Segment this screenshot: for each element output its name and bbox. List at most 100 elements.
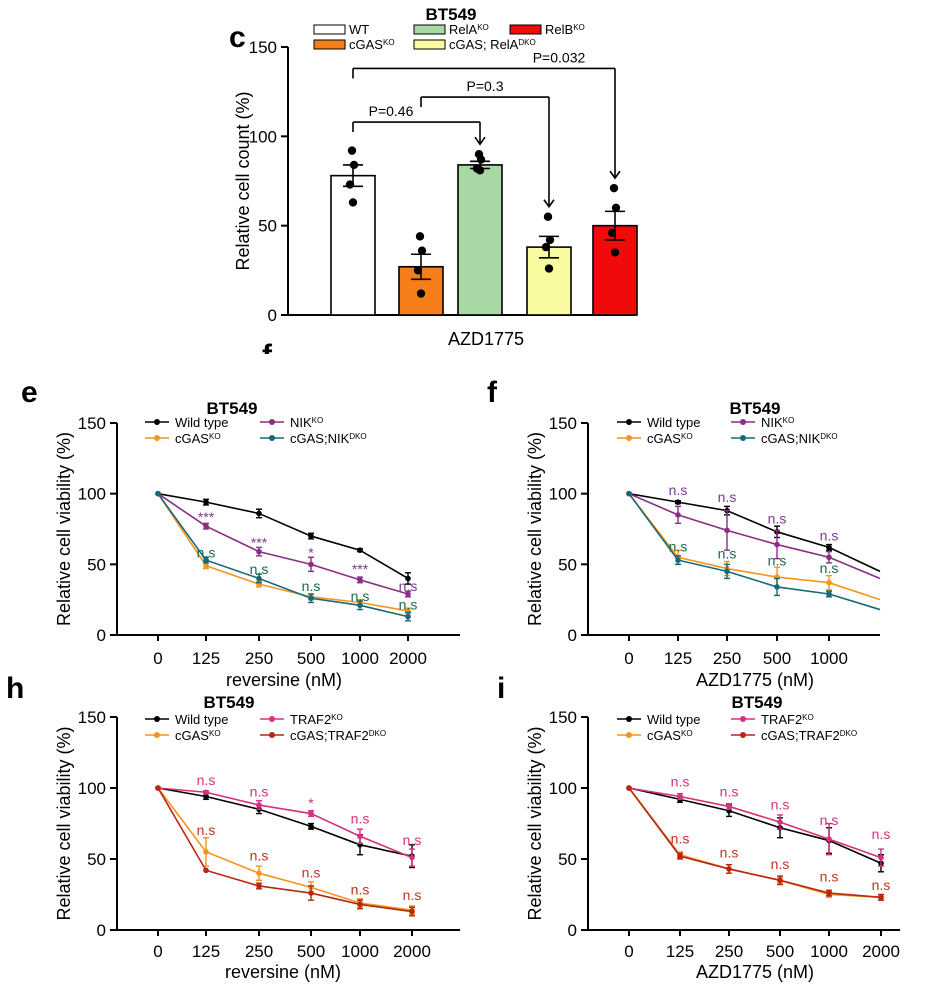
panel-i-legend-label: cGAS;TRAF2DKO: [761, 728, 857, 743]
panel-c-arrowhead: [609, 170, 621, 180]
panel-e-significance-label: *: [308, 544, 314, 560]
panel-i-data-point: [677, 853, 683, 859]
panel-e-title: BT549: [206, 399, 257, 418]
panel-i-xlabel: AZD1775 (nM): [696, 962, 814, 982]
panel-i-significance-label: n.s: [872, 877, 891, 893]
panel-h-series-line: [157, 787, 413, 913]
panel-h-significance-label: n.s: [403, 887, 422, 903]
panel-h-series-line: [157, 787, 413, 859]
panel-h-xtick-label: 0: [153, 942, 162, 961]
panel-i-legend-marker: [740, 716, 746, 722]
panel-i-data-point: [726, 803, 732, 810]
panel-i-data-point: [777, 819, 783, 825]
panel-f-data-point: [774, 541, 780, 548]
panel-c-p-value: P=0.3: [467, 78, 504, 94]
panel-f-data-point: [826, 554, 832, 561]
panel-h-significance-label: n.s: [351, 882, 370, 898]
panel-e-series-line: [157, 493, 409, 618]
panel-c-legend-swatch: [313, 39, 346, 50]
panel-h-legend-marker: [269, 732, 275, 738]
panel-i-data-point: [826, 890, 832, 896]
panel-e-legend-marker: [269, 419, 275, 425]
panel-h-xtick-label: 500: [297, 942, 325, 961]
panel-c-data-point: [541, 242, 551, 252]
panel-i-series-line: [628, 787, 882, 864]
panel-f-data-point: [826, 579, 832, 586]
panel-e-data-point: [405, 575, 411, 582]
panel-i-significance-label: n.s: [720, 845, 739, 861]
panel-h-xtick-label: 125: [192, 942, 220, 961]
panel-f-xtick-label: 125: [664, 649, 692, 668]
panel-i-significance-label: n.s: [820, 869, 839, 885]
panel-c-ytick-label: 0: [268, 306, 277, 325]
panel-c-ytick-label: 50: [258, 217, 277, 236]
panel-c-data-point: [544, 264, 554, 273]
panel-h-data-point: [308, 823, 314, 830]
panel-e-ytick-label: 0: [97, 626, 106, 645]
panel-c-cropped-letter: f: [262, 339, 273, 372]
panel-i-significance-label: n.s: [720, 784, 739, 800]
panel-f-series-line: [628, 492, 881, 580]
panel-c-data-point: [417, 246, 427, 255]
panel-c-data-point: [611, 203, 621, 212]
panel-e-legend-marker: [269, 435, 275, 441]
panel-e-data-point: [308, 561, 314, 568]
panel-e-data-point: [308, 595, 314, 602]
panel-e-xtick-label: 500: [297, 649, 325, 668]
panel-f-data-point: [826, 591, 832, 597]
panel-e-ytick-label: 150: [78, 414, 106, 433]
panel-i-legend-label: cGASKO: [647, 728, 693, 743]
panel-f-significance-label: n.s: [718, 489, 737, 505]
panel-h-legend-label: Wild type: [175, 712, 228, 727]
panel-e-significance-label: n.s: [250, 561, 269, 577]
panel-f-significance-label: n.s: [768, 510, 787, 526]
panel-i-xtick-label: 125: [666, 942, 694, 961]
panel-i-significance-label: n.s: [771, 796, 790, 812]
panel-e-data-point: [203, 523, 209, 529]
panel-e-ytick-label: 100: [78, 485, 106, 504]
panel-e-legend-label: NIKKO: [290, 415, 323, 430]
panel-h-legend-marker: [269, 716, 275, 722]
panel-f-ytick-label: 100: [549, 485, 577, 504]
panel-f-series-line: [628, 492, 881, 573]
panel-c-xlabel: AZD1775: [448, 329, 524, 349]
panel-e-xtick-label: 250: [245, 649, 273, 668]
panel-i-series-line: [628, 787, 882, 899]
panel-c-legend-swatch: [413, 39, 446, 50]
panel-h-ytick-label: 100: [78, 779, 106, 798]
panel-h-significance-label: *: [308, 795, 314, 811]
panel-c-arrowhead: [474, 136, 486, 146]
panel-h-data-point: [409, 908, 415, 915]
panel-f-significance-label: n.s: [669, 539, 688, 555]
panel-f-ytick-label: 150: [549, 414, 577, 433]
panel-e-xtick-label: 1000: [341, 649, 379, 668]
panel-i-data-point: [826, 836, 832, 842]
panel-e-data-point: [256, 548, 262, 555]
panel-h-legend-label: cGASKO: [175, 728, 221, 743]
panel-f-ylabel: Relative cell viability (%): [525, 432, 545, 626]
panel-c-data-point: [545, 235, 555, 245]
panel-f-data-point: [626, 490, 632, 497]
panel-f-xtick-label: 1000: [810, 649, 848, 668]
panel-f-legend-label: cGASKO: [647, 431, 693, 446]
panel-i-title: BT549: [731, 693, 782, 712]
panel-c-title: BT549: [425, 5, 476, 24]
panel-e-data-point: [155, 490, 161, 497]
panel-e-significance-label: n.s: [351, 588, 370, 604]
panel-e-legend-label: cGAS;NIKDKO: [290, 431, 367, 446]
panel-i-xtick-label: 1000: [810, 942, 848, 961]
panel-i-significance-label: n.s: [771, 856, 790, 872]
panel-i-significance-label: n.s: [671, 830, 690, 846]
panel-f-xtick-label: 250: [713, 649, 741, 668]
panel-i-letter: i: [497, 672, 505, 705]
panel-i-data-point: [626, 785, 632, 791]
panel-h-ylabel: Relative cell viability (%): [54, 726, 74, 920]
panel-c-ytick-label: 100: [249, 127, 277, 146]
panel-c-data-point: [610, 248, 620, 257]
panel-c-arrowhead: [543, 199, 555, 209]
panel-h-xlabel: reversine (nM): [225, 962, 341, 982]
panel-c-data-point: [415, 232, 425, 241]
panel-i-data-point: [878, 854, 884, 861]
panel-h-significance-label: n.s: [302, 864, 321, 880]
